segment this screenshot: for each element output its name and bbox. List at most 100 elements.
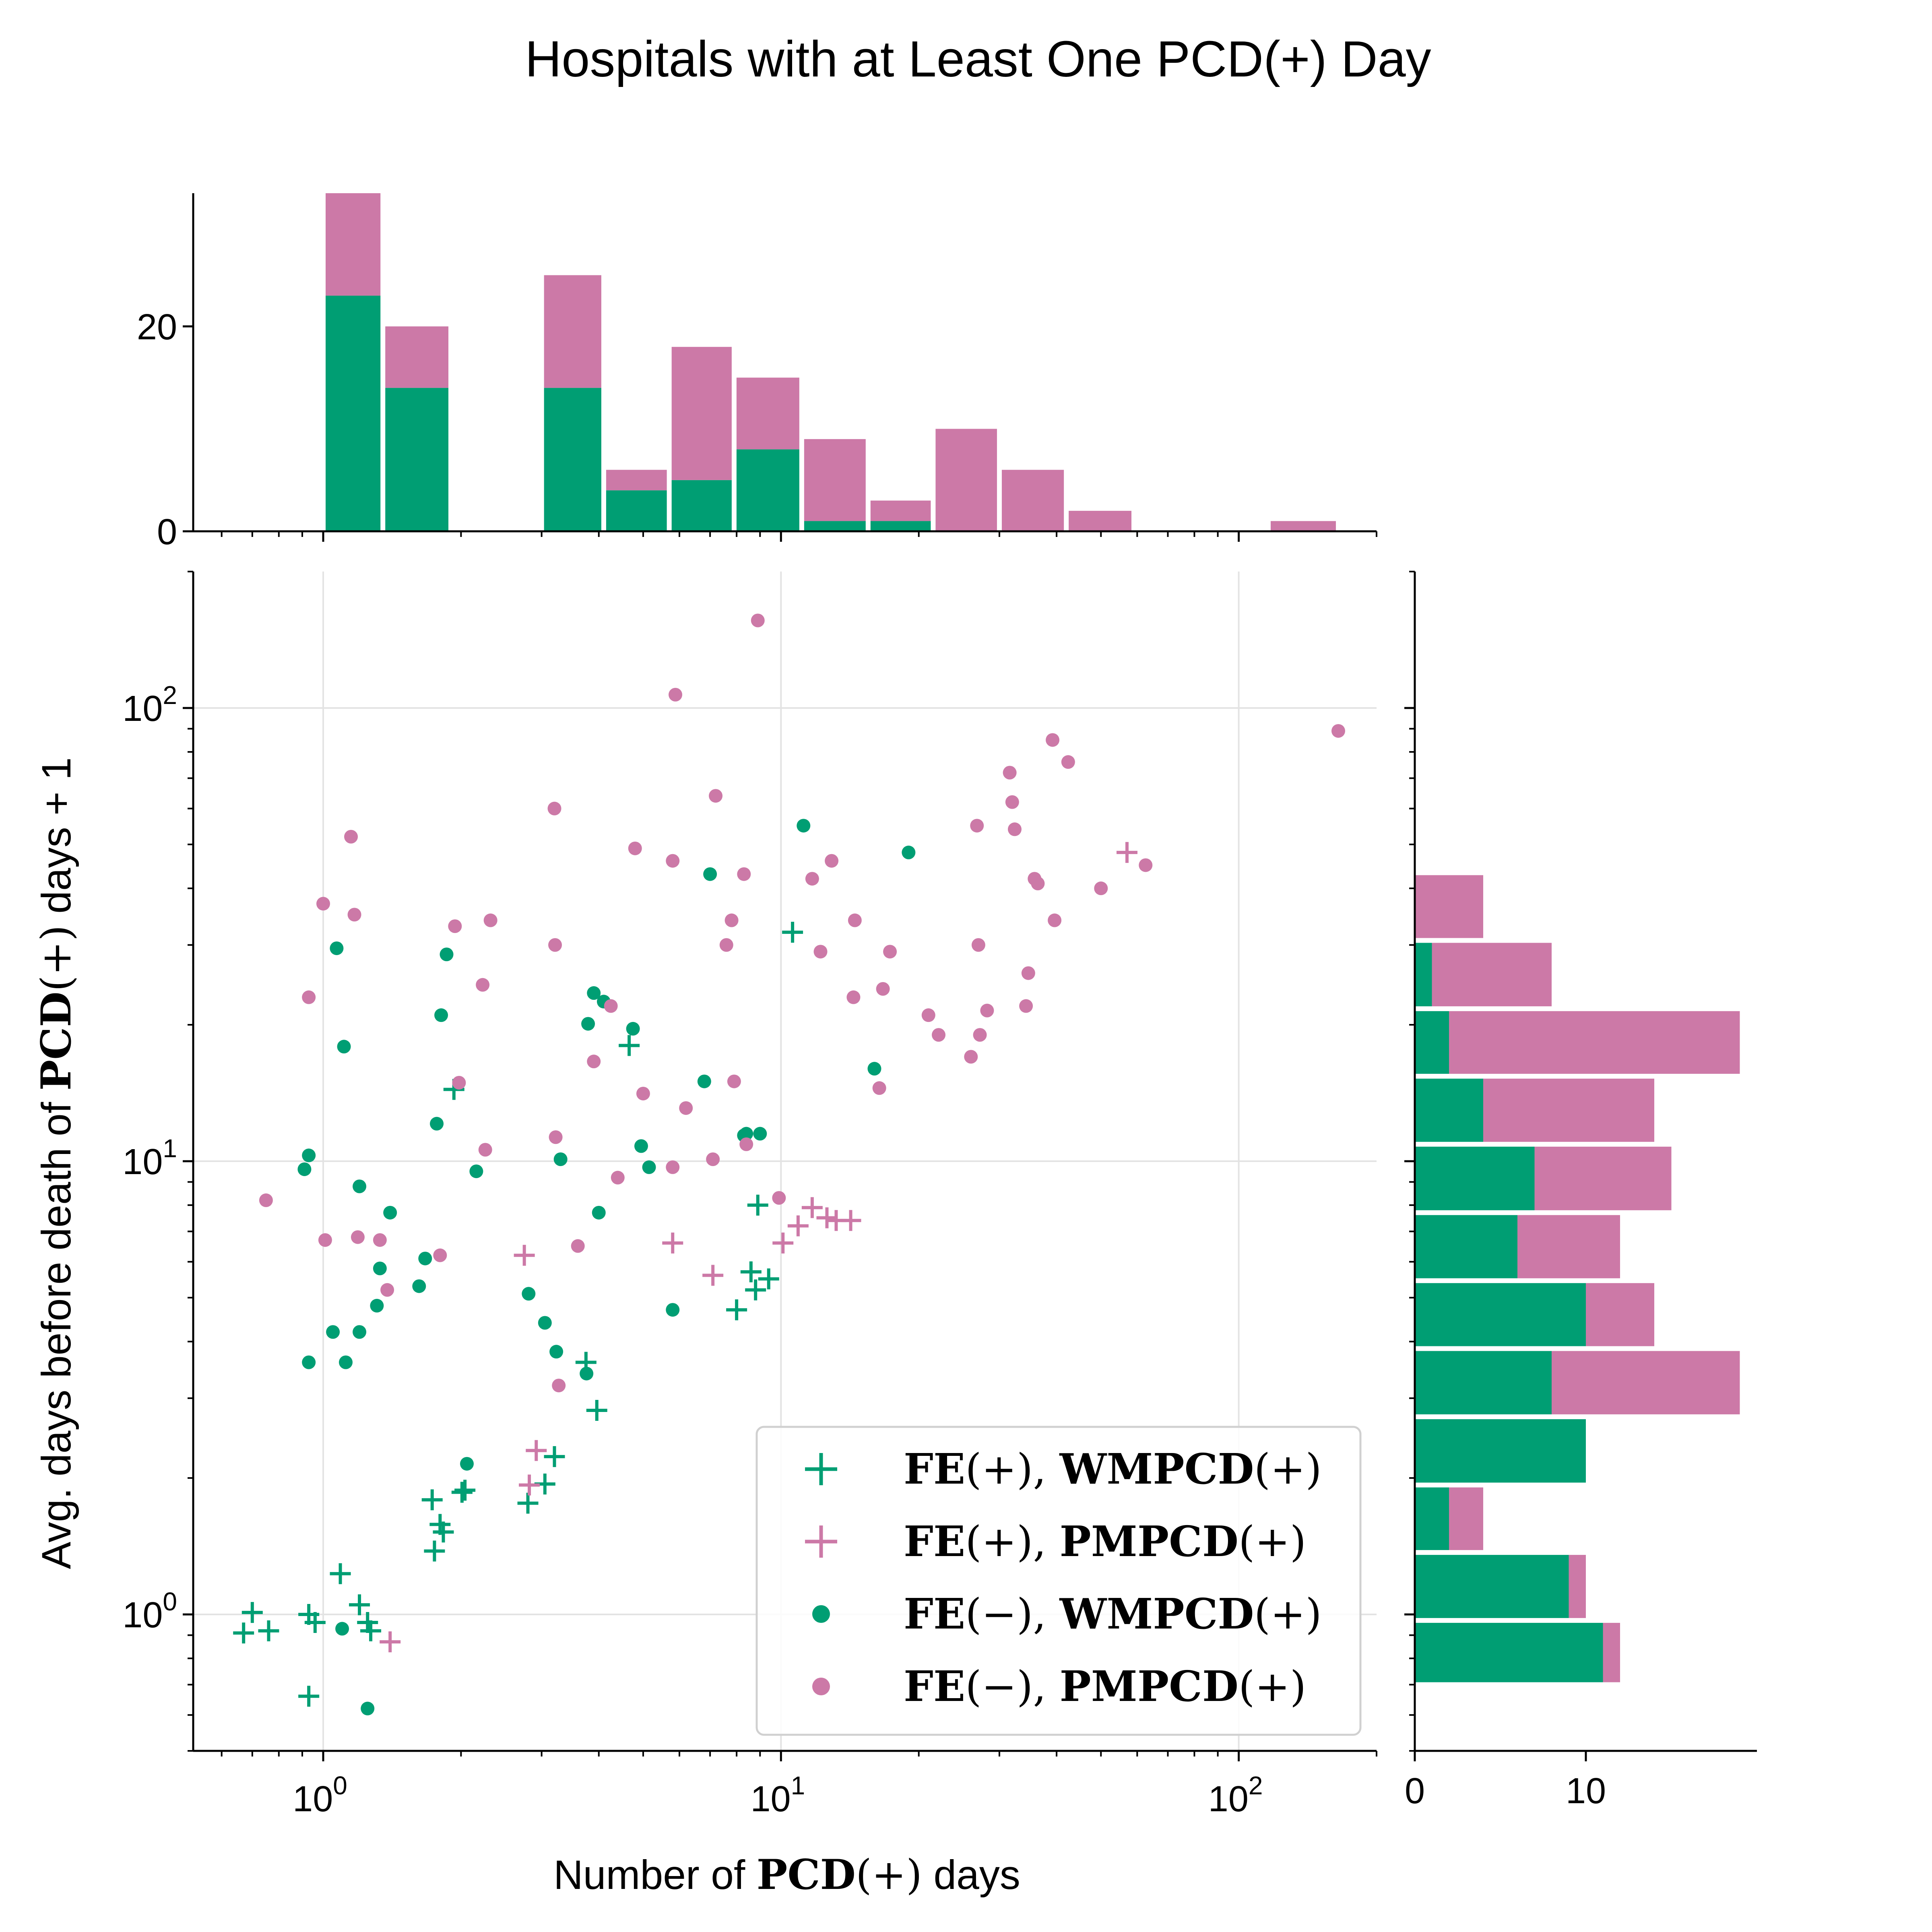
scatter-point — [335, 1622, 349, 1636]
legend-label: FE(−), PMPCD(+) — [904, 1662, 1306, 1711]
right-hist-bar-pink — [1415, 875, 1483, 938]
scatter-point — [592, 1205, 606, 1220]
scatter-point — [353, 1325, 367, 1339]
scatter-point — [580, 1366, 594, 1381]
top-hist-bar-green — [736, 449, 799, 531]
scatter-point — [848, 913, 862, 927]
x-axis-label: Number of PCD(+) days — [553, 1851, 1020, 1899]
right-hist-bar-green — [1415, 1215, 1517, 1278]
scatter-point — [440, 947, 454, 962]
scatter-point — [702, 1265, 724, 1286]
scatter-point — [421, 1489, 443, 1511]
scatter-point — [587, 986, 601, 1000]
top-hist-bar-pink — [544, 275, 601, 388]
scatter-point — [549, 1130, 563, 1144]
scatter-point — [745, 1279, 766, 1300]
right-hist-bar-pink — [1569, 1555, 1586, 1618]
y-axis-label-suffix: days + 1 — [33, 757, 79, 925]
scatter-point — [697, 1074, 711, 1088]
scatter-point — [476, 978, 490, 992]
right-hist-bar-green — [1415, 1351, 1552, 1414]
scatter-point — [383, 1205, 397, 1220]
scatter-plot: 100 101 102 100 101 102 — [122, 531, 1415, 1819]
top-hist-bar-green — [804, 521, 866, 531]
y-axis-label: Avg. days before death of PCD(+) days + … — [32, 757, 80, 1569]
scatter-point — [514, 1245, 535, 1266]
scatter-point — [522, 1287, 536, 1301]
top-hist-y-tick-label: 20 — [137, 307, 177, 347]
scatter-point — [380, 1283, 394, 1297]
scatter-point — [666, 854, 680, 868]
scatter-point — [813, 945, 828, 959]
scatter-point — [970, 819, 984, 833]
scatter-point — [825, 854, 839, 868]
scatter-point — [418, 1251, 432, 1265]
series-2 — [297, 819, 916, 1715]
scatter-point — [1005, 795, 1019, 809]
top-hist-bar-green — [870, 521, 931, 531]
scatter-point — [361, 1701, 375, 1715]
scatter-point — [433, 1248, 447, 1262]
scatter-point — [302, 1148, 316, 1162]
series-3 — [259, 613, 1345, 1393]
right-hist-bar-pink — [1534, 1146, 1672, 1210]
y-axis-label-sign: (+) — [33, 925, 80, 991]
scatter-point — [971, 938, 985, 952]
scatter-point — [619, 1035, 640, 1056]
legend-label: FE(+), PMPCD(+) — [904, 1517, 1306, 1566]
right-hist-bar-pink — [1449, 1487, 1483, 1550]
y-tick-label: 100 — [122, 1587, 177, 1635]
scatter-point — [460, 1457, 474, 1471]
scatter-point — [669, 687, 683, 702]
scatter-point — [454, 1480, 476, 1501]
legend-label: FE(+), WMPCD(+) — [904, 1444, 1322, 1494]
scatter-point — [902, 845, 916, 859]
top-hist-bar-green — [606, 490, 667, 531]
scatter-point — [772, 1191, 786, 1205]
scatter-point — [548, 938, 562, 952]
scatter-point — [302, 1355, 316, 1369]
right-hist-bar-green — [1415, 1555, 1569, 1618]
x-tick-label: 100 — [293, 1771, 347, 1819]
scatter-point — [351, 1230, 365, 1244]
right-hist-x-tick-label: 0 — [1405, 1771, 1425, 1811]
y-tick-label: 101 — [122, 1134, 177, 1182]
legend-marker — [805, 1453, 837, 1485]
scatter-point — [297, 1162, 312, 1176]
scatter-point — [519, 1474, 540, 1496]
scatter-point — [816, 1207, 838, 1228]
scatter-point — [703, 867, 717, 881]
top-hist-bar-pink — [325, 193, 381, 296]
scatter-point — [517, 1492, 539, 1514]
series-1 — [380, 842, 1137, 1653]
scatter-point — [302, 990, 316, 1004]
right-hist-bar-green — [1415, 1622, 1603, 1682]
right-hist-bar-green — [1415, 1078, 1483, 1142]
right-hist-bar-green — [1415, 1487, 1449, 1550]
right-hist-bar-pink — [1432, 943, 1552, 1007]
scatter-point — [642, 1160, 656, 1174]
x-tick-label: 102 — [1208, 1771, 1263, 1819]
scatter-point — [782, 922, 803, 943]
series-0 — [233, 922, 803, 1707]
scatter-point — [1031, 876, 1045, 890]
scatter-point — [339, 1355, 353, 1369]
scatter-point — [931, 1028, 945, 1042]
scatter-point — [709, 789, 723, 803]
scatter-point — [753, 1127, 767, 1141]
x-axis-label-bold: PCD — [757, 1851, 856, 1899]
scatter-point — [1061, 755, 1075, 769]
scatter-point — [586, 1400, 607, 1421]
scatter-point — [233, 1622, 254, 1644]
scatter-point — [478, 1143, 492, 1157]
scatter-point — [469, 1164, 483, 1179]
scatter-point — [867, 1062, 881, 1076]
right-histogram: 0 10 — [1405, 572, 1757, 1811]
right-hist-bar-green — [1415, 1011, 1449, 1074]
scatter-point — [380, 1631, 401, 1653]
scatter-point — [727, 1074, 741, 1088]
scatter-point — [666, 1303, 680, 1317]
right-hist-bar-pink — [1483, 1078, 1654, 1142]
scatter-point — [636, 1086, 650, 1100]
